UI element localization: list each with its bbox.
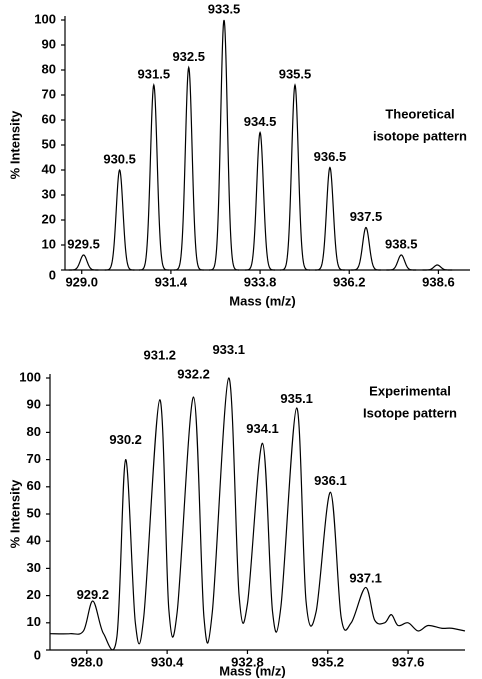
y-tick-label: 30 (27, 560, 41, 575)
peak-label: 935.1 (280, 391, 313, 406)
y-tick-label: 10 (42, 236, 56, 251)
peak-label: 931.2 (144, 348, 177, 363)
y-tick-label: 70 (27, 451, 41, 466)
peak (245, 130, 275, 271)
peak-label: 932.2 (177, 367, 210, 382)
peak-label: 931.5 (138, 66, 171, 81)
y-tick-label: 20 (27, 587, 41, 602)
trace (49, 377, 466, 651)
x-tick-label: 929.0 (65, 274, 98, 289)
x-tick-label: 936.2 (333, 274, 366, 289)
y-tick-label: 100 (34, 11, 56, 26)
y-tick-label: 90 (42, 36, 56, 51)
y-tick-label: 10 (27, 614, 41, 629)
y-tick-label: 0 (34, 647, 41, 662)
peak-label: 935.5 (279, 66, 312, 81)
peak-label: 934.5 (244, 114, 277, 129)
peak (386, 254, 417, 271)
y-tick-label: 50 (27, 505, 41, 520)
x-tick-label: 930.4 (151, 654, 184, 669)
x-tick-label: 937.6 (392, 654, 425, 669)
y-axis-label: % Intensity (7, 110, 22, 179)
annotation: Isotope pattern (363, 405, 457, 420)
y-tick-label: 20 (42, 211, 56, 226)
peak (209, 19, 239, 271)
peak-label: 930.2 (109, 432, 142, 447)
peak-label: 932.5 (172, 49, 205, 64)
peak-label: 934.1 (246, 421, 279, 436)
peak (351, 226, 381, 271)
peak-label: 929.2 (77, 587, 110, 602)
peak (280, 83, 310, 271)
annotation: Theoretical (385, 106, 454, 121)
y-tick-label: 60 (42, 111, 56, 126)
y-tick-label: 40 (42, 161, 56, 176)
x-tick-label: 928.0 (71, 654, 104, 669)
x-tick-label: 938.6 (422, 274, 455, 289)
peak (104, 168, 135, 271)
peak (422, 264, 453, 271)
peak (173, 65, 204, 271)
y-tick-label: 80 (27, 424, 41, 439)
peak (138, 83, 169, 271)
x-tick-label: 932.8 (231, 654, 264, 669)
peak-label: 936.5 (314, 149, 347, 164)
y-tick-label: 0 (49, 267, 56, 282)
y-tick-label: 30 (42, 186, 56, 201)
x-tick-label: 931.4 (155, 274, 188, 289)
y-tick-label: 70 (42, 86, 56, 101)
peak-label: 930.5 (103, 151, 136, 166)
x-tick-label: 935.2 (312, 654, 345, 669)
x-axis-label: Mass (m/z) (219, 663, 285, 678)
x-tick-label: 933.8 (244, 274, 277, 289)
y-tick-label: 90 (27, 397, 41, 412)
annotation: isotope pattern (373, 128, 467, 143)
peak (68, 254, 99, 271)
annotation: Experimental (369, 383, 451, 398)
peak-label: 933.1 (212, 342, 245, 357)
y-tick-label: 80 (42, 61, 56, 76)
peak (315, 166, 345, 271)
y-tick-label: 60 (27, 478, 41, 493)
peak-label: 929.5 (67, 236, 100, 251)
peak-label: 937.5 (350, 209, 383, 224)
y-tick-label: 40 (27, 533, 41, 548)
peak-label: 936.1 (314, 473, 347, 488)
chart: 0 10 20 30 40 50 60 70 80 90 100 928.0 930.4 932.8 935… (7, 342, 466, 678)
y-tick-label: 100 (19, 369, 41, 384)
peak-label: 937.1 (349, 571, 382, 586)
peak-label: 933.5 (208, 1, 241, 16)
y-axis-label: % Intensity (7, 479, 22, 548)
y-tick-label: 50 (42, 136, 56, 151)
x-axis-label: Mass (m/z) (229, 293, 295, 308)
peak-label: 938.5 (385, 236, 418, 251)
chart: 0 10 20 30 40 50 60 70 80 90 100 929.0 931.4 933.8 936… (7, 1, 470, 308)
